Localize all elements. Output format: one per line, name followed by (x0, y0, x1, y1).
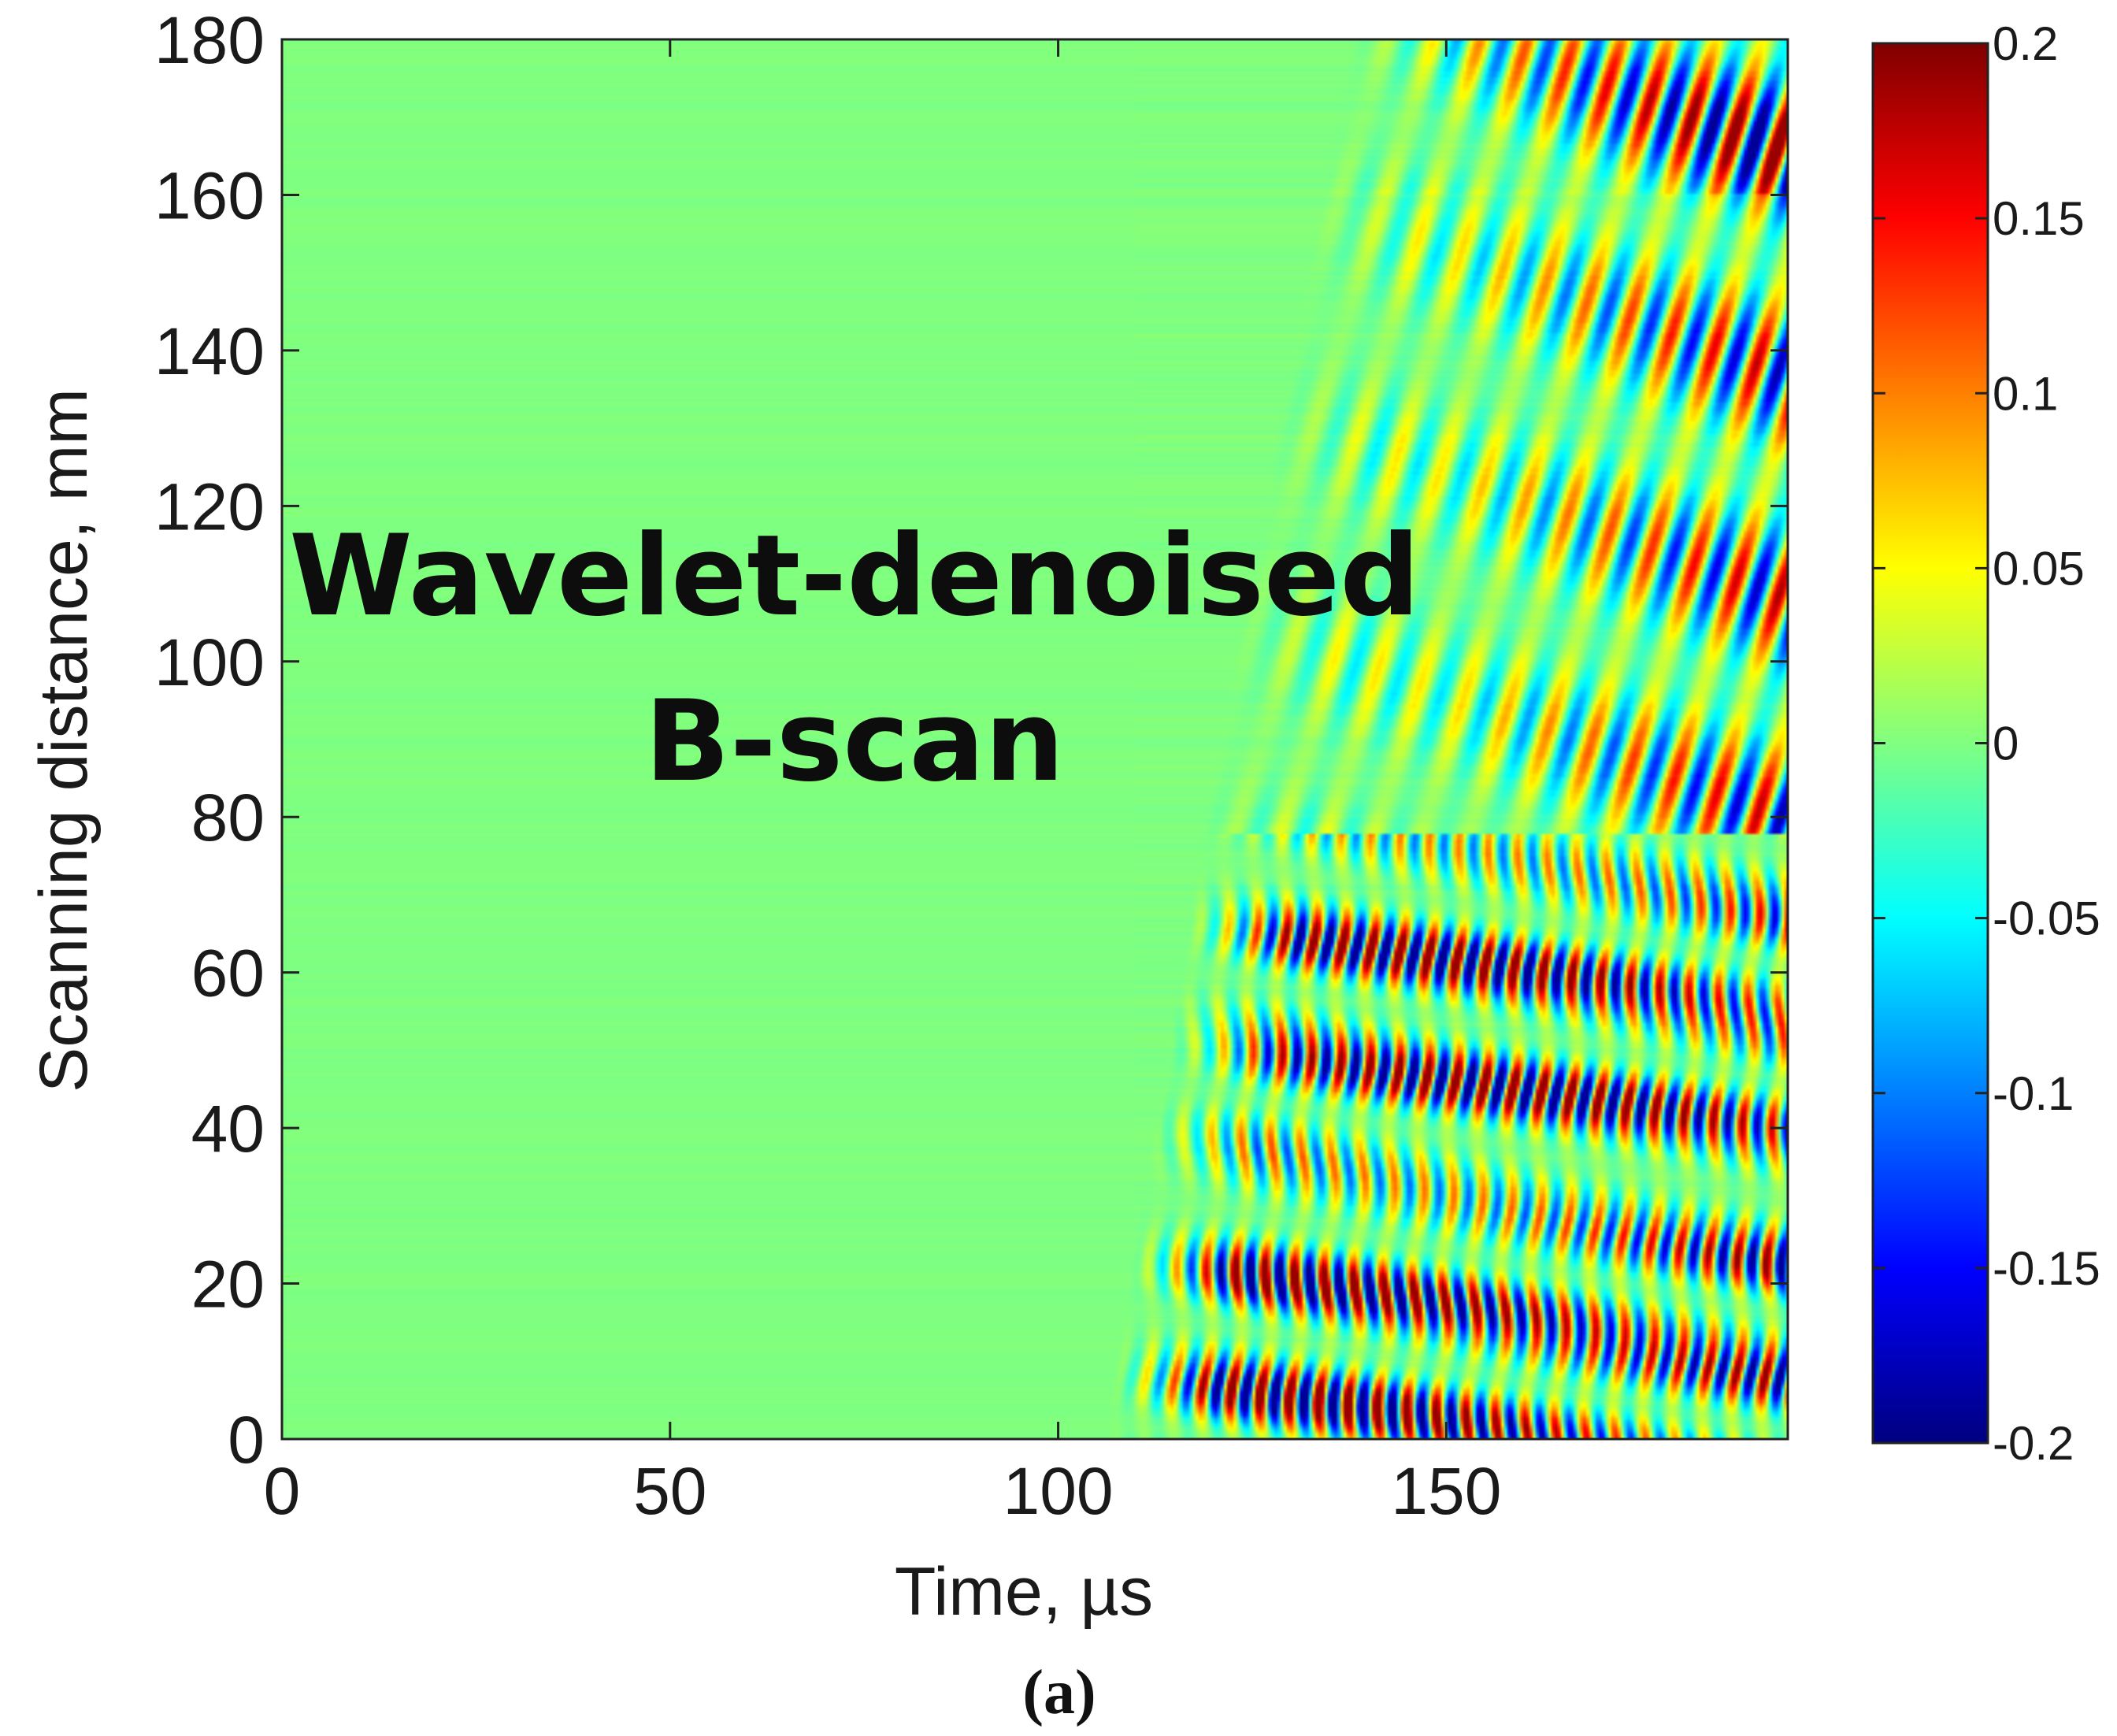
colorbar-tick-label: -0.1 (1993, 1067, 2074, 1120)
y-tick-label: 140 (154, 314, 265, 388)
overlay-annotation-line-2: B-scan (645, 677, 1065, 807)
colorbar-tick-label: 0 (1993, 718, 2019, 770)
colorbar-ticks: 0.2 0.15 0.1 0.05 0 -0.05 -0.1 -0.15 -0.2 (1873, 17, 2100, 1470)
overlay-annotation-line-1: Wavelet-denoised (289, 511, 1420, 641)
plot-frame (280, 38, 1789, 1441)
y-tick-label: 60 (191, 937, 265, 1011)
y-tick-label: 20 (191, 1248, 265, 1322)
x-axis-label: Time, µs (895, 1554, 1153, 1630)
x-tick-label: 150 (1391, 1454, 1501, 1528)
y-tick-label: 160 (154, 158, 265, 232)
colorbar-tick-label: 0.2 (1993, 17, 2058, 70)
y-axis-label: Scanning distance, mm (26, 388, 102, 1092)
x-tick-label: 100 (1003, 1454, 1113, 1528)
y-tick-label: 180 (154, 3, 265, 77)
heatmap-plot (280, 38, 1789, 1441)
colorbar-tick-label: -0.05 (1993, 892, 2100, 945)
heatmap-image (282, 39, 1788, 1439)
x-tick-label: 0 (264, 1454, 301, 1528)
colorbar: 0.2 0.15 0.1 0.05 0 -0.05 -0.1 -0.15 -0.2 (1871, 17, 2100, 1470)
y-tick-label: 40 (191, 1092, 265, 1166)
x-tick-label: 50 (633, 1454, 706, 1528)
colorbar-tick-label: 0.15 (1993, 192, 2085, 245)
y-tick-label: 100 (154, 625, 265, 699)
figure-caption: (a) (1022, 1658, 1096, 1727)
colorbar-tick-label: -0.2 (1993, 1417, 2074, 1470)
y-tick-label: 80 (191, 781, 265, 855)
y-tick-label: 120 (154, 469, 265, 543)
colorbar-tick-label: 0.1 (1993, 367, 2058, 420)
colorbar-gradient (1871, 42, 1989, 1445)
colorbar-tick-label: 0.05 (1993, 542, 2085, 595)
y-tick-label: 0 (228, 1403, 265, 1477)
y-axis: 0 20 40 60 80 100 120 140 160 180 (154, 3, 1788, 1477)
x-axis: 0 50 100 150 (264, 39, 1501, 1528)
colorbar-tick-label: -0.15 (1993, 1242, 2100, 1295)
